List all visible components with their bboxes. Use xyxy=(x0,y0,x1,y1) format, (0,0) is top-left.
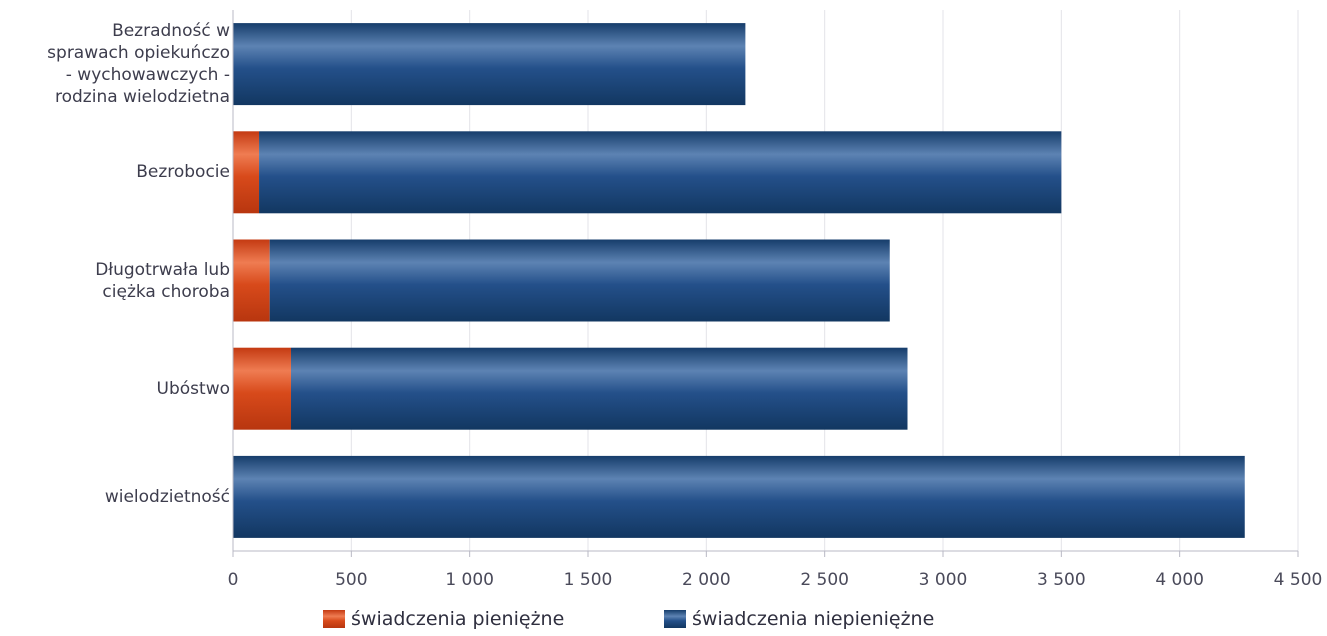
x-tick-label-4: 2 000 xyxy=(682,570,731,590)
bar-3-series-0 xyxy=(233,347,291,430)
category-label-1-line-0: Bezrobocie xyxy=(136,162,230,183)
bar-1-series-0 xyxy=(233,131,260,214)
x-tick-label-5: 2 500 xyxy=(800,570,849,590)
x-tick-label-1: 500 xyxy=(335,570,367,590)
category-label-2-line-1: ciężka choroba xyxy=(102,281,230,302)
bar-2-series-0 xyxy=(233,239,270,322)
category-label-0-line-1: sprawach opiekuńczo xyxy=(47,43,230,64)
x-tick-label-0: 0 xyxy=(228,570,239,590)
category-label-0-line-2: - wychowawczych - xyxy=(65,65,230,86)
x-tick-label-8: 4 000 xyxy=(1155,570,1204,590)
category-label-1: Bezrobocie xyxy=(136,161,230,183)
category-label-0: Bezradność w sprawach opiekuńczo - wychowa… xyxy=(47,20,230,108)
category-label-0-line-3: rodzina wielodzietna xyxy=(54,87,230,108)
category-label-0-line-0: Bezradność w xyxy=(112,21,230,42)
bars xyxy=(233,23,1245,538)
category-label-3-line-0: Ubóstwo xyxy=(156,378,230,399)
x-tick-label-9: 4 500 xyxy=(1274,570,1323,590)
bar-chart: 0 500 1 000 1 500 2 000 2 500 3 000 3 500 4 000 4… xyxy=(228,10,1323,590)
legend-item-noncash: świadczenia niepieniężne xyxy=(664,608,934,630)
category-label-4-line-0: wielodzietność xyxy=(104,486,230,507)
category-label-2: Długotrwała lub ciężka choroba xyxy=(95,259,230,303)
bar-1-series-1 xyxy=(259,131,1062,214)
legend: świadczenia pieniężne świadczenia niepie… xyxy=(0,606,1327,636)
legend-label-noncash: świadczenia niepieniężne xyxy=(692,608,935,630)
legend-label-cash: świadczenia pieniężne xyxy=(351,608,565,630)
bar-4-series-1 xyxy=(233,455,1245,538)
legend-item-cash: świadczenia pieniężne xyxy=(323,608,564,630)
bar-2-series-1 xyxy=(269,239,890,322)
x-axis: 0 500 1 000 1 500 2 000 2 500 3 000 3 500 4 000 4… xyxy=(228,10,1323,590)
category-label-2-line-0: Długotrwała lub xyxy=(95,259,230,280)
bar-0-series-1 xyxy=(233,23,746,106)
legend-swatch-cash xyxy=(323,610,345,628)
category-label-4: wielodzietność xyxy=(105,486,230,508)
bar-3-series-1 xyxy=(290,347,908,430)
legend-swatch-noncash xyxy=(664,610,686,628)
x-tick-label-7: 3 500 xyxy=(1037,570,1086,590)
x-tick-label-3: 1 500 xyxy=(564,570,613,590)
x-tick-label-2: 1 000 xyxy=(445,570,494,590)
x-tick-label-6: 3 000 xyxy=(919,570,968,590)
category-label-3: Ubóstwo xyxy=(157,378,230,400)
